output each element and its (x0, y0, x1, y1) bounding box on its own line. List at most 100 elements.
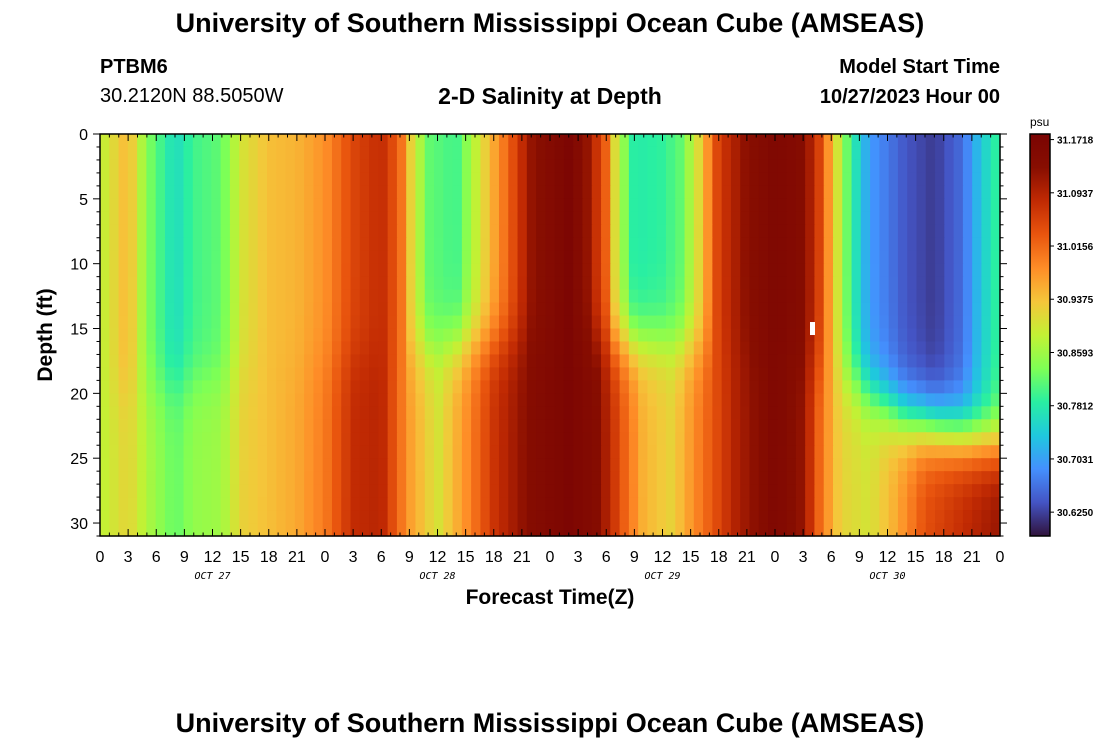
heatmap-cell (907, 146, 918, 161)
heatmap-cell (229, 445, 240, 459)
heatmap-cell (916, 198, 927, 213)
heatmap-cell (925, 146, 936, 161)
heatmap-cell (164, 406, 175, 420)
heatmap-cell (554, 432, 565, 446)
heatmap-cell (563, 419, 574, 433)
heatmap-cell (619, 172, 630, 187)
heatmap-cell (842, 315, 853, 330)
heatmap-cell (359, 289, 370, 304)
heatmap-cell (805, 289, 816, 304)
heatmap-cell (369, 237, 379, 252)
heatmap-cell (378, 354, 389, 369)
heatmap-cell (768, 237, 778, 252)
heatmap-cell (461, 159, 472, 174)
heatmap-cell (267, 315, 277, 330)
heatmap-cell (174, 211, 185, 226)
heatmap-cell (331, 237, 342, 252)
heatmap-cell (164, 237, 175, 252)
heatmap-cell (573, 211, 584, 226)
heatmap-cell (461, 328, 472, 343)
heatmap-cell (897, 134, 908, 148)
heatmap-cell (229, 367, 240, 381)
heatmap-cell (294, 419, 305, 433)
heatmap-cell (610, 263, 621, 278)
heatmap-cell (665, 484, 676, 498)
heatmap-cell (860, 497, 871, 511)
heatmap-cell (359, 406, 370, 420)
heatmap-cell (322, 328, 333, 343)
heatmap-cell (322, 134, 333, 148)
heatmap-cell (563, 445, 574, 459)
heatmap-cell (907, 419, 918, 433)
heatmap-cell (545, 328, 556, 343)
heatmap-cell (972, 445, 983, 459)
heatmap-cell (313, 276, 324, 291)
heatmap-cell (888, 172, 899, 187)
heatmap-cell (842, 523, 853, 537)
heatmap-cell (563, 250, 574, 265)
heatmap-cell (294, 159, 305, 174)
heatmap-cell (109, 419, 120, 433)
heatmap-cell (471, 393, 482, 407)
heatmap-cell (628, 198, 639, 213)
heatmap-cell (916, 172, 927, 187)
heatmap-cell (137, 419, 147, 433)
heatmap-cell (610, 406, 621, 420)
heatmap-cell (526, 341, 537, 356)
heatmap-cell (229, 250, 240, 265)
heatmap-cell (758, 185, 769, 200)
heatmap-cell (601, 159, 611, 174)
heatmap-cell (851, 523, 862, 537)
heatmap-cell (897, 315, 908, 330)
heatmap-cell (498, 406, 509, 420)
heatmap-cell (935, 146, 945, 161)
heatmap-cell (888, 523, 899, 537)
heatmap-cell (350, 367, 361, 381)
heatmap-cell (730, 328, 741, 343)
heatmap-cell (795, 159, 806, 174)
heatmap-cell (174, 432, 185, 446)
heatmap-cell (239, 263, 250, 278)
heatmap-cell (109, 341, 120, 356)
heatmap-cell (267, 276, 277, 291)
heatmap-cell (619, 419, 630, 433)
heatmap-cell (443, 198, 454, 213)
heatmap-cell (396, 263, 407, 278)
heatmap-cell (202, 445, 212, 459)
heatmap-cell (601, 328, 611, 343)
heatmap-cell (369, 224, 379, 239)
heatmap-cell (897, 367, 908, 381)
heatmap-cell (619, 432, 630, 446)
heatmap-cell (257, 289, 268, 304)
x-tick-label: 0 (546, 549, 555, 566)
heatmap-cell (628, 250, 639, 265)
x-tick-label: 9 (180, 549, 189, 566)
heatmap-cell (174, 289, 185, 304)
heatmap-cell (665, 471, 676, 485)
heatmap-cell (489, 211, 500, 226)
heatmap-cell (563, 134, 574, 148)
heatmap-cell (480, 354, 491, 369)
heatmap-cell (832, 328, 843, 343)
heatmap-cell (870, 458, 880, 472)
heatmap-cell (591, 432, 602, 446)
heatmap-cell (591, 497, 602, 511)
heatmap-cell (285, 367, 296, 381)
heatmap-cell (610, 471, 621, 485)
heatmap-cell (591, 458, 602, 472)
heatmap-cell (443, 159, 454, 174)
heatmap-cell (536, 484, 546, 498)
heatmap-cell (730, 471, 741, 485)
heatmap-cell (471, 237, 482, 252)
heatmap-cell (415, 367, 426, 381)
heatmap-cell (795, 497, 806, 511)
heatmap-cell (665, 302, 676, 317)
heatmap-cell (656, 185, 667, 200)
heatmap-cell (155, 367, 166, 381)
heatmap-cell (805, 211, 816, 226)
heatmap-cell (489, 471, 500, 485)
heatmap-cell (582, 211, 593, 226)
heatmap-cell (508, 419, 519, 433)
heatmap-cell (508, 380, 519, 394)
heatmap-cell (396, 419, 407, 433)
